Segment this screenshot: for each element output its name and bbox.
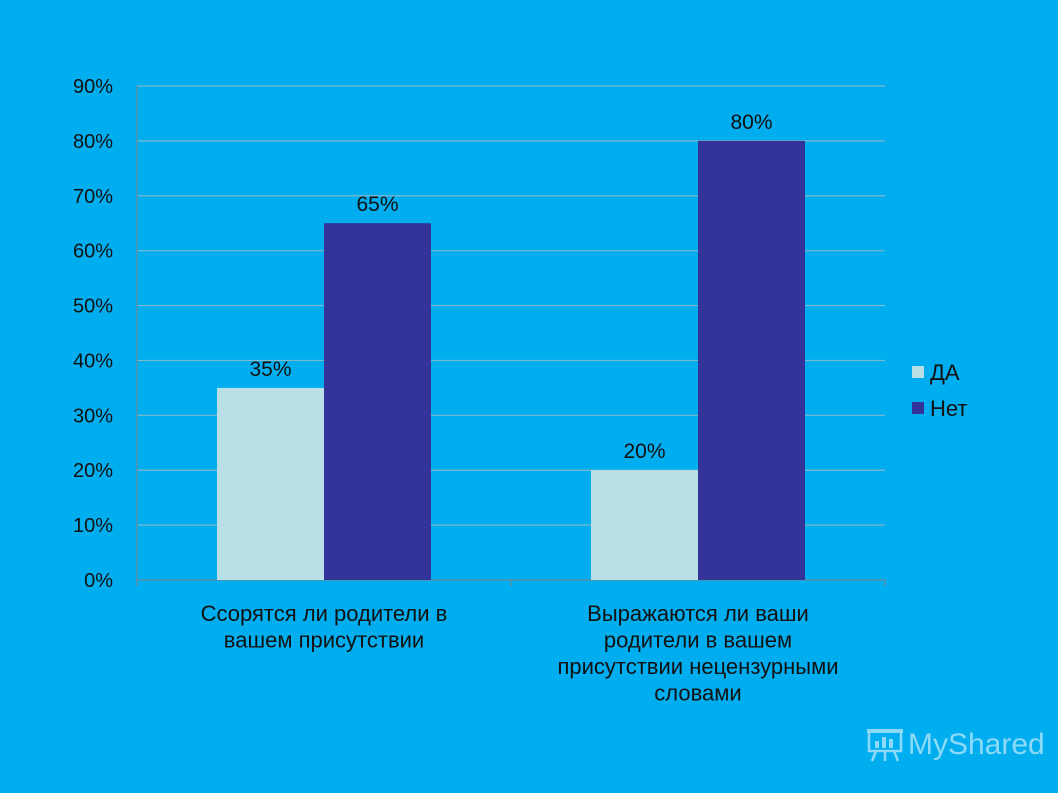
- bar: [217, 387, 324, 580]
- data-label: 80%: [730, 111, 772, 134]
- legend: ДА Нет: [912, 360, 967, 421]
- watermark-text: MyShared: [908, 728, 1045, 761]
- data-labels: 35% 65% 20% 80%: [249, 111, 772, 463]
- y-tick-label: 60%: [73, 241, 113, 263]
- y-tick-label: 50%: [73, 296, 113, 318]
- data-label: 35%: [249, 358, 291, 381]
- y-tick-label: 80%: [73, 131, 113, 153]
- legend-label: Нет: [930, 396, 967, 421]
- y-tick-label: 30%: [73, 405, 113, 427]
- y-tick-label: 10%: [73, 515, 113, 537]
- bar: [324, 223, 431, 580]
- y-tick-label: 90%: [73, 76, 113, 98]
- bar: [591, 470, 698, 580]
- category-labels: Ссорятся ли родители в вашем присутствии В…: [201, 601, 839, 706]
- bars: [217, 140, 805, 580]
- y-axis-tick-labels: 0% 10% 20% 30% 40% 50% 60% 70% 80% 90%: [73, 76, 113, 592]
- bar: [698, 140, 805, 580]
- data-label: 20%: [623, 440, 665, 463]
- category-label: Выражаются ли ваши родители в вашем присут…: [557, 601, 838, 706]
- y-tick-label: 20%: [73, 460, 113, 482]
- watermark: MyShared: [866, 728, 1045, 762]
- data-label: 65%: [356, 193, 398, 216]
- y-tick-label: 70%: [73, 186, 113, 208]
- y-tick-label: 0%: [84, 570, 113, 592]
- y-tick-label: 40%: [73, 350, 113, 372]
- category-label: Ссорятся ли родители в вашем присутствии: [201, 601, 448, 653]
- presentation-board-icon: [867, 729, 903, 762]
- legend-swatch: [912, 402, 924, 414]
- legend-swatch: [912, 366, 924, 378]
- legend-label: ДА: [930, 360, 960, 385]
